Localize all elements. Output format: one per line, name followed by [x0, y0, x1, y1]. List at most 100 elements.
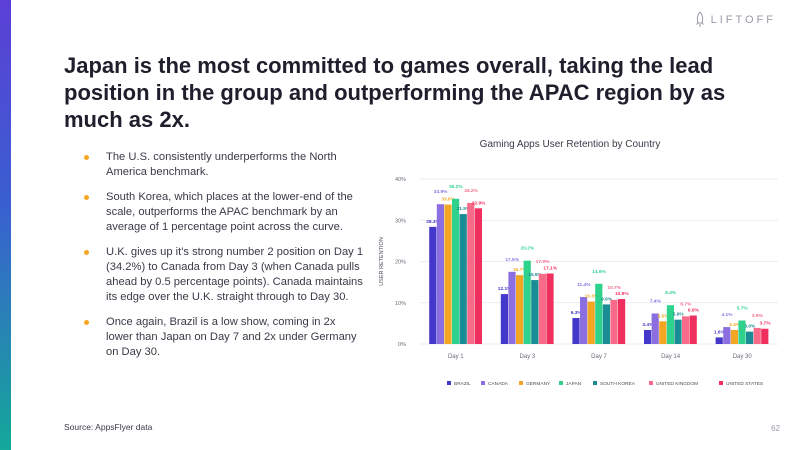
legend-swatch [519, 381, 523, 385]
bar-south-korea [531, 280, 539, 344]
bar-brazil [572, 318, 580, 344]
bar-germany [444, 204, 452, 344]
brand-name: LIFTOFF [710, 14, 776, 26]
bullet-item: South Korea, which places at the lower-e… [84, 190, 364, 235]
data-label: 17.5% [505, 257, 519, 263]
bullet-list: The U.S. consistently underperforms the … [84, 150, 364, 370]
bar-south-korea [602, 304, 610, 344]
y-tick-label: 10% [395, 301, 406, 307]
data-label: 3.7% [760, 321, 772, 327]
legend-swatch [649, 381, 653, 385]
bar-germany [659, 321, 667, 344]
bar-united-states [689, 315, 697, 344]
data-label: 15.5% [528, 272, 542, 278]
y-tick-label: 0% [398, 342, 406, 348]
bullet-item: U.K. gives up it's strong number 2 posit… [84, 245, 364, 305]
data-label: 35.2% [449, 184, 463, 190]
accent-bar [0, 0, 11, 450]
bar-germany [587, 301, 595, 344]
bar-united-states [761, 328, 769, 344]
bar-germany [516, 275, 524, 344]
bar-canada [723, 327, 731, 344]
legend-label: GERMANY [526, 381, 551, 387]
data-label: 3.0% [744, 324, 756, 330]
bar-united-states [474, 208, 482, 344]
y-tick-label: 40% [395, 177, 406, 183]
data-label: 32.9% [472, 200, 486, 206]
bar-brazil [715, 337, 723, 344]
bullet-dot-icon [84, 155, 89, 160]
data-label: 3.9% [752, 313, 764, 319]
data-label: 16.7% [513, 267, 527, 273]
data-label: 3.4% [642, 322, 654, 328]
data-label: 34.2% [464, 188, 478, 194]
bullet-item: The U.S. consistently underperforms the … [84, 150, 364, 180]
data-label: 5.5% [658, 313, 670, 319]
data-label: 6.7% [680, 301, 692, 307]
legend-label: SOUTH KOREA [600, 381, 636, 387]
legend-label: JAPAN [566, 381, 582, 387]
bar-brazil [429, 226, 437, 344]
bar-canada [651, 313, 659, 344]
bar-south-korea [746, 331, 754, 344]
bar-canada [436, 204, 444, 344]
bar-united-states [618, 299, 626, 344]
legend-label: BRAZIL [454, 381, 471, 387]
bullet-dot-icon [84, 250, 89, 255]
bar-united-kingdom [753, 327, 761, 344]
bar-canada [508, 271, 516, 344]
data-label: 33.9% [434, 189, 448, 195]
page-title: Japan is the most committed to games ove… [64, 53, 726, 132]
retention-chart: 0% 10% 20% 30% 40% USER RETENTION 28.4% 12.1% 6.… [379, 177, 778, 387]
data-label: 6.9% [688, 308, 700, 314]
data-label: 10.9% [615, 291, 629, 297]
legend-label: UNITED KINGDOM [656, 381, 698, 387]
bar-united-kingdom [467, 202, 475, 344]
data-label: 33.8% [441, 197, 455, 203]
x-tick-label: Day 1 [448, 354, 464, 360]
legend-swatch [559, 381, 563, 385]
y-tick-label: 30% [395, 218, 406, 224]
data-label: 6.3% [571, 310, 583, 316]
bar-germany [730, 329, 738, 344]
source-note: Source: AppsFlyer data [64, 422, 153, 432]
x-tick-label: Day 30 [733, 354, 753, 360]
y-axis-label: USER RETENTION [379, 237, 385, 286]
bar-japan [738, 320, 746, 344]
x-tick-label: Day 3 [520, 354, 536, 360]
legend-swatch [719, 381, 723, 385]
bullet-dot-icon [84, 320, 89, 325]
data-label: 12.1% [498, 286, 512, 292]
data-label: 7.4% [650, 298, 662, 304]
bar-japan [523, 260, 531, 344]
data-label: 28.4% [426, 219, 440, 225]
legend-swatch [447, 381, 451, 385]
page-number: 62 [771, 424, 780, 433]
legend-swatch [593, 381, 597, 385]
data-label: 9.4% [665, 290, 677, 296]
bar-japan [666, 305, 674, 344]
legend-label: CANADA [488, 381, 509, 387]
data-label: 11.4% [577, 282, 591, 288]
bar-united-states [546, 273, 554, 344]
bar-brazil [644, 329, 652, 344]
bar-japan [452, 198, 460, 344]
x-tick-label: Day 14 [661, 354, 681, 360]
data-label: 9.6% [601, 296, 613, 302]
bar-south-korea [674, 319, 682, 344]
y-tick-label: 20% [395, 260, 406, 266]
legend-swatch [481, 381, 485, 385]
bar-united-kingdom [538, 273, 546, 344]
data-label: 10.3% [585, 294, 599, 300]
legend-label: UNITED STATES [726, 381, 763, 387]
data-label: 10.7% [607, 285, 621, 291]
bar-brazil [500, 294, 508, 344]
data-label: 4.1% [722, 312, 734, 318]
bar-canada [580, 296, 588, 344]
data-label: 14.6% [592, 269, 606, 275]
brand-logo: LIFTOFF [695, 12, 776, 28]
data-label: 5.7% [737, 305, 749, 311]
bar-united-kingdom [610, 299, 618, 344]
chart-title: Gaming Apps User Retention by Country [479, 139, 661, 150]
bar-united-kingdom [682, 316, 690, 344]
